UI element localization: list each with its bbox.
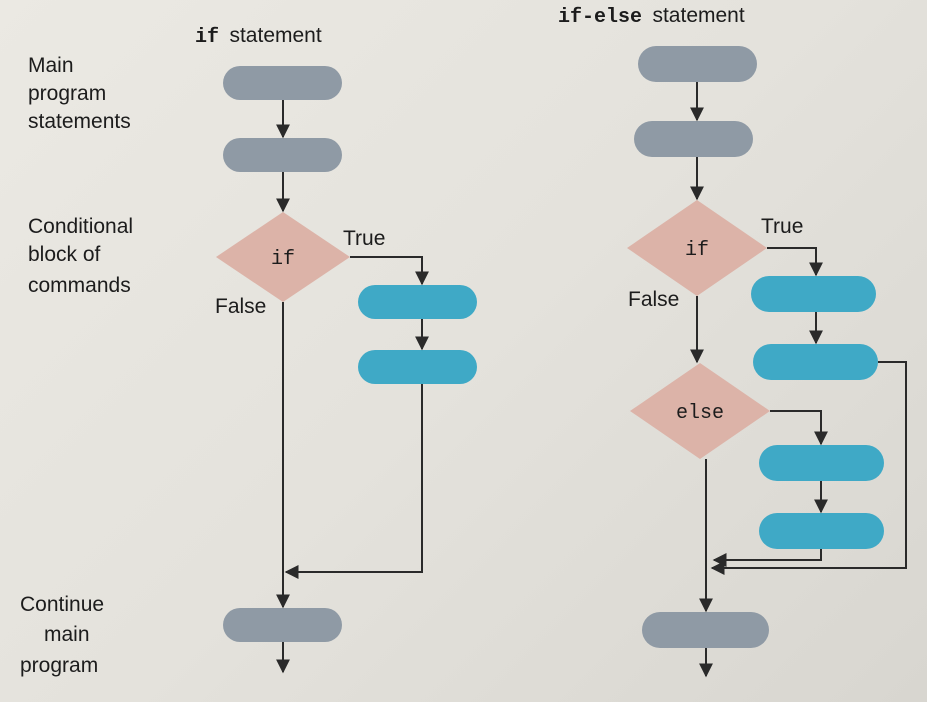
- conditional-block-label: Conditional block of commands: [28, 215, 139, 297]
- main-program-statements-label: Main program statements: [28, 54, 131, 133]
- left-continue-statement: [223, 608, 342, 642]
- if-statement-title: if statement: [195, 24, 322, 49]
- right-true-label: True: [761, 215, 803, 238]
- left-if-decision: [216, 212, 350, 302]
- right-main-statement-1: [638, 46, 757, 82]
- left-main-statement-2: [223, 138, 342, 172]
- left-main-statement-1: [223, 66, 342, 100]
- right-continue-statement: [642, 612, 769, 648]
- continue-main-program-label: Continue main program: [20, 593, 110, 677]
- left-flow-arrows: [276, 100, 429, 674]
- right-if-decision-label: if: [685, 239, 709, 262]
- left-true-label: True: [343, 227, 385, 250]
- left-if-decision-label: if: [271, 248, 295, 271]
- right-else-decision: [630, 363, 770, 459]
- right-else-block-2: [759, 513, 884, 549]
- if-else-statement-title: if-else statement: [558, 4, 745, 29]
- right-else-decision-label: else: [676, 402, 724, 425]
- right-main-statement-2: [634, 121, 753, 157]
- right-if-block-2: [753, 344, 878, 380]
- right-else-block-1: [759, 445, 884, 481]
- left-conditional-block-2: [358, 350, 477, 384]
- left-conditional-block-1: [358, 285, 477, 319]
- right-if-decision: [627, 200, 767, 296]
- right-false-label: False: [628, 288, 679, 311]
- left-false-label: False: [215, 295, 266, 318]
- right-flow-arrows: [690, 82, 907, 678]
- right-if-block-1: [751, 276, 876, 312]
